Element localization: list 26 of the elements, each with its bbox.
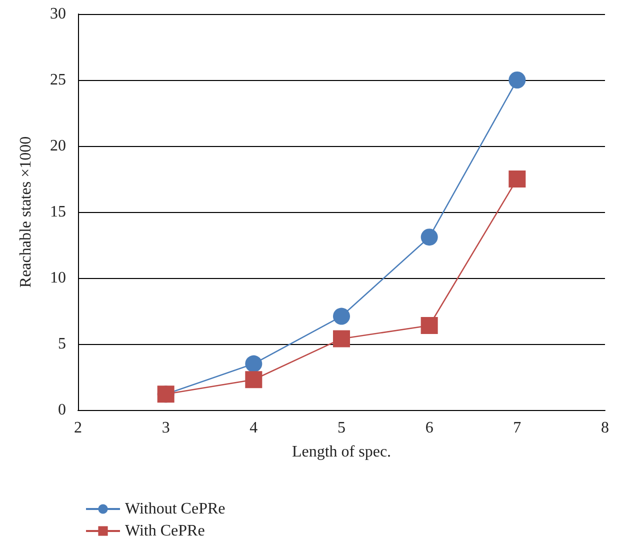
point — [420, 317, 438, 334]
x-axis-title: Length of spec. — [292, 444, 392, 460]
point — [508, 72, 526, 88]
y-tick-label: 10 — [50, 270, 66, 286]
x-tick-label: 7 — [513, 420, 522, 436]
point — [245, 371, 262, 388]
x-tick-label: 6 — [425, 420, 434, 436]
x-tick-label: 3 — [162, 420, 170, 436]
point — [420, 228, 438, 246]
point — [333, 330, 350, 348]
y-tick-label: 5 — [58, 336, 66, 352]
y-axis-title: Reachable states ×1000 — [18, 136, 34, 288]
legend-label: With CePRe — [125, 522, 205, 540]
y-tick-label: 15 — [50, 204, 66, 220]
y-tick-label: 25 — [50, 72, 66, 88]
x-tick-label: 4 — [250, 420, 258, 436]
x-tick-label: 2 — [74, 420, 82, 436]
x-tick-label: 5 — [338, 420, 346, 436]
y-tick-label: 20 — [50, 138, 66, 154]
x-tick-label: 8 — [601, 420, 609, 436]
y-tick-label: 0 — [58, 402, 66, 418]
point — [508, 170, 526, 188]
point — [333, 308, 350, 325]
y-tick-label: 30 — [50, 6, 66, 22]
point — [245, 355, 262, 372]
legend-label: Without CePRe — [125, 500, 226, 518]
